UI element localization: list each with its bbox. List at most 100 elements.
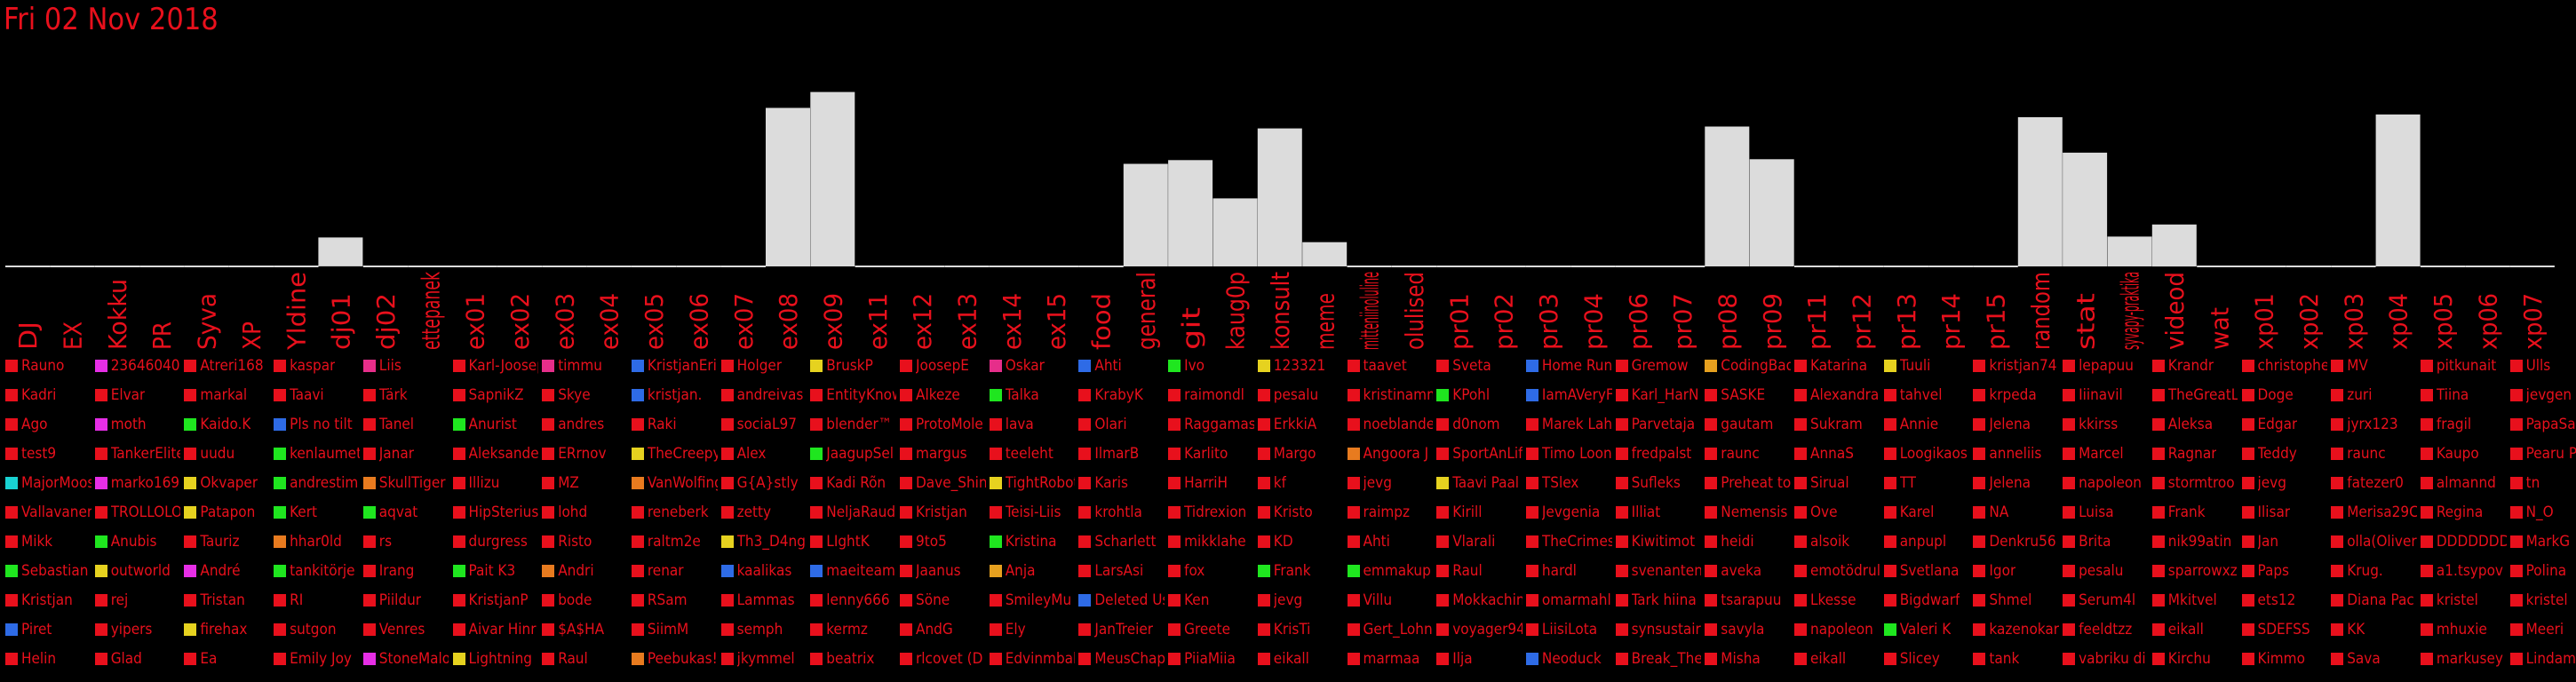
legend-swatch xyxy=(900,653,912,665)
legend-name: olla(Oliver xyxy=(2347,533,2417,551)
legend-swatch xyxy=(900,565,912,577)
category-label: olulised xyxy=(1400,272,1429,350)
legend-swatch xyxy=(1525,594,1538,607)
legend-swatch xyxy=(1257,360,1270,372)
legend-swatch xyxy=(2151,360,2165,372)
legend-entry: krpeda xyxy=(1973,382,2059,408)
legend-name: TROLLOLOL xyxy=(110,504,181,521)
legend-entry: napoleon xyxy=(1794,616,1880,643)
legend-name: TheGreatL xyxy=(2167,386,2238,404)
legend-entry: Skye xyxy=(542,382,628,408)
legend-name: andres xyxy=(558,416,605,433)
legend-name: Ilisar xyxy=(2257,504,2291,521)
legend-swatch xyxy=(2331,506,2344,519)
legend-swatch xyxy=(1257,653,1270,665)
legend-entry: marmaa xyxy=(1347,646,1434,672)
legend-swatch xyxy=(900,448,912,460)
category-label: pr15 xyxy=(1982,293,2011,350)
legend-swatch xyxy=(1436,418,1450,431)
legend-swatch xyxy=(2331,565,2344,577)
legend-entry: Break_The xyxy=(1615,646,1701,672)
legend-entry: savyla xyxy=(1705,616,1791,643)
legend-entry: Alexandra xyxy=(1794,382,1880,408)
legend-entry: Oskar xyxy=(989,353,1076,379)
legend-entry: Pait K3 xyxy=(452,558,539,584)
legend-name: Shmel xyxy=(1989,591,2032,609)
legend-swatch xyxy=(1883,565,1896,577)
legend-entry: TightRobot xyxy=(989,470,1075,496)
category-label: pr07 xyxy=(1668,293,1697,350)
legend-name: Karl-Joosep xyxy=(468,357,539,375)
legend-name: Ahti xyxy=(1094,357,1122,375)
category-label: XP xyxy=(237,321,266,350)
legend-entry: Holger xyxy=(720,353,807,379)
legend-entry: Serum4l xyxy=(2063,587,2149,614)
legend-entry: Karis xyxy=(1078,470,1165,496)
legend-entry: Vlarali xyxy=(1436,528,1523,555)
legend-entry: LiisiLota xyxy=(1525,616,1612,643)
legend-entry: N_O xyxy=(2509,499,2576,526)
legend-entry: Aleksander xyxy=(452,440,538,467)
legend-name: Ely xyxy=(1005,621,1026,638)
legend-entry: Tauriz xyxy=(184,528,270,555)
legend-entry: JoosepE xyxy=(900,353,986,379)
legend-swatch xyxy=(810,535,823,548)
legend-name: raunc xyxy=(1721,445,1760,463)
legend-name: Vallavanem xyxy=(21,504,91,521)
legend-name: Ulls xyxy=(2525,357,2551,375)
legend-swatch xyxy=(1347,506,1360,519)
legend-entry: Regina xyxy=(2420,499,2507,526)
legend-swatch xyxy=(2241,653,2254,665)
legend-entry: pesalu xyxy=(1257,382,1344,408)
legend-swatch xyxy=(1078,360,1092,372)
legend-name: kenlaumet xyxy=(290,445,360,463)
legend-name: fox xyxy=(1184,562,1205,580)
category-label: ex01 xyxy=(461,293,490,350)
legend-name: CodingBad xyxy=(1721,357,1791,375)
legend-name: Annie xyxy=(1899,416,1939,433)
legend-entry: emotödrul xyxy=(1794,558,1880,584)
legend-swatch xyxy=(542,389,555,401)
legend-entry: 123321 xyxy=(1257,353,1344,379)
legend-name: mikklahe xyxy=(1184,533,1246,551)
legend-entry: SportAnLif xyxy=(1436,440,1523,467)
legend-name: alsoik xyxy=(1810,533,1850,551)
legend-name: $A$HA xyxy=(558,621,605,638)
legend-swatch xyxy=(452,653,465,665)
legend-swatch xyxy=(1973,565,1986,577)
legend-swatch xyxy=(810,506,823,519)
legend-swatch xyxy=(2331,448,2344,460)
legend-swatch xyxy=(1257,506,1270,519)
legend-entry: Tiina xyxy=(2420,382,2507,408)
legend-entry: IamAVeryF xyxy=(1525,382,1612,408)
legend-swatch xyxy=(1615,418,1628,431)
legend-entry: Polina xyxy=(2509,558,2576,584)
legend-entry: Alex xyxy=(720,440,807,467)
legend-entry: Ove xyxy=(1794,499,1880,526)
legend-swatch xyxy=(1347,477,1360,489)
legend-swatch xyxy=(2063,448,2076,460)
legend-swatch xyxy=(989,653,1002,665)
legend-swatch xyxy=(1525,506,1538,519)
legend-swatch xyxy=(452,448,465,460)
legend-swatch xyxy=(1347,653,1360,665)
legend-swatch xyxy=(452,477,465,489)
legend-entry: Svetlana xyxy=(1883,558,1970,584)
legend-name: raimpz xyxy=(1363,504,1411,521)
legend-entry: tn xyxy=(2509,470,2576,496)
legend-entry: Katarina xyxy=(1794,353,1880,379)
legend-name: Skye xyxy=(558,386,591,404)
legend-name: krpeda xyxy=(1989,386,2037,404)
legend-swatch xyxy=(1615,360,1628,372)
legend-entry: Mkitvel xyxy=(2151,587,2238,614)
legend-entry: durgress xyxy=(452,528,539,555)
category-label: ex02 xyxy=(505,293,535,350)
legend-entry: kkirss xyxy=(2063,411,2149,438)
legend-swatch xyxy=(542,477,555,489)
legend-swatch xyxy=(274,360,287,372)
legend-entry: napoleon xyxy=(2063,470,2149,496)
legend-swatch xyxy=(1525,623,1538,636)
legend-name: Illiat xyxy=(1631,504,1661,521)
legend-entry: eikall xyxy=(1794,646,1880,672)
legend-name: Raki xyxy=(647,416,677,433)
